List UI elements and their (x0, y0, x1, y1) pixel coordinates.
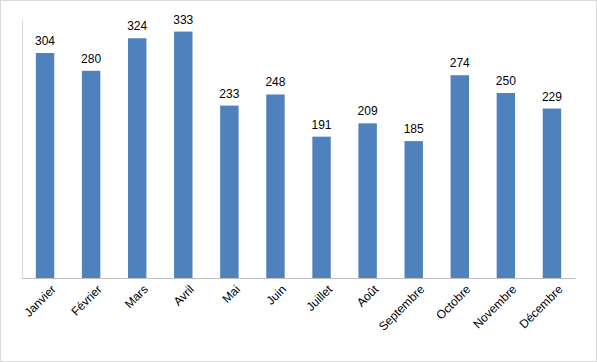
bar (497, 93, 515, 278)
bar (36, 53, 54, 278)
x-tick: Mai (219, 278, 243, 306)
x-tick: Juin (264, 278, 289, 308)
data-label: 250 (496, 74, 516, 88)
x-tick-label: Mars (122, 282, 151, 311)
data-label: 185 (404, 122, 424, 136)
data-label: 333 (173, 13, 193, 27)
bar (82, 71, 100, 278)
x-tick: Février (68, 278, 104, 319)
x-tick-label: Août (354, 282, 382, 310)
x-tick: Juillet (304, 278, 336, 314)
x-tick: Octobre (433, 278, 473, 322)
y-axis-line (22, 20, 23, 279)
plot: Janvier Février Mars Avril Mai Juin Juillet Aoû… (21, 13, 575, 334)
data-label: 274 (450, 56, 470, 70)
bar (174, 32, 192, 278)
bar (543, 109, 561, 278)
data-label: 229 (542, 90, 562, 104)
bar (128, 38, 146, 278)
x-tick-label: Juin (264, 282, 289, 307)
bar (358, 123, 376, 278)
x-axis: Janvier Février Mars Avril Mai Juin Juillet Aoû… (21, 278, 575, 334)
bar (312, 137, 330, 278)
x-tick: Août (354, 278, 382, 310)
chart-frame (1, 1, 597, 362)
data-label: 324 (127, 19, 147, 33)
x-tick: Décembre (516, 278, 565, 331)
x-tick: Novembre (470, 278, 519, 331)
data-label: 233 (219, 87, 239, 101)
data-labels: 304 280 324 333 233 248 191 209 185 274 250 229 (35, 13, 562, 137)
x-tick-label: Janvier (21, 282, 58, 319)
bar (266, 94, 284, 278)
x-tick: Mars (122, 278, 151, 311)
x-tick-label: Octobre (433, 282, 473, 322)
x-tick-label: Septembre (376, 282, 428, 334)
bar (451, 75, 469, 278)
x-axis-line (23, 278, 576, 279)
bar (404, 141, 422, 278)
y-axis (22, 20, 23, 279)
x-tick: Janvier (21, 278, 58, 320)
data-label: 304 (35, 34, 55, 48)
data-label: 191 (312, 118, 332, 132)
x-tick: Septembre (376, 278, 428, 334)
data-label: 280 (81, 52, 101, 66)
x-tick: Avril (171, 278, 197, 309)
x-tick-label: Mai (219, 282, 243, 306)
x-tick-label: Décembre (516, 282, 565, 331)
data-label: 209 (358, 104, 378, 118)
x-tick-label: Novembre (470, 282, 519, 331)
chart: Janvier Février Mars Avril Mai Juin Juillet Aoû… (0, 0, 597, 362)
x-tick-label: Juillet (304, 282, 336, 314)
bars (36, 32, 561, 278)
x-tick-label: Février (68, 282, 104, 318)
x-tick-label: Avril (171, 282, 197, 308)
data-label: 248 (265, 75, 285, 89)
bar (220, 106, 238, 278)
